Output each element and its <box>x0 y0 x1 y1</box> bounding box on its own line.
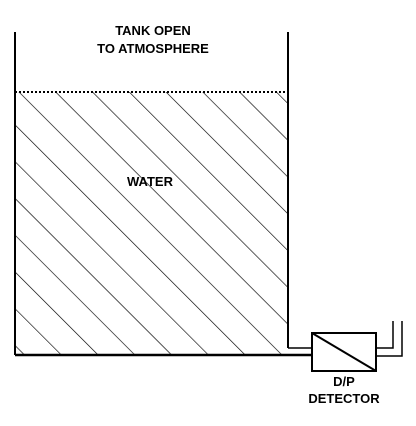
dp-detector-diaphragm <box>311 332 377 372</box>
tank-label-line1: TANK OPEN <box>115 23 191 38</box>
tank-label-line2: TO ATMOSPHERE <box>97 41 209 56</box>
water-fill <box>15 92 288 354</box>
low-side-vent-line <box>376 321 394 349</box>
detector-label-line2: DETECTOR <box>308 391 380 406</box>
low-side-vent-line-outer <box>376 321 403 357</box>
water-label: WATER <box>127 174 174 189</box>
detector-label-line1: D/P <box>333 374 355 389</box>
